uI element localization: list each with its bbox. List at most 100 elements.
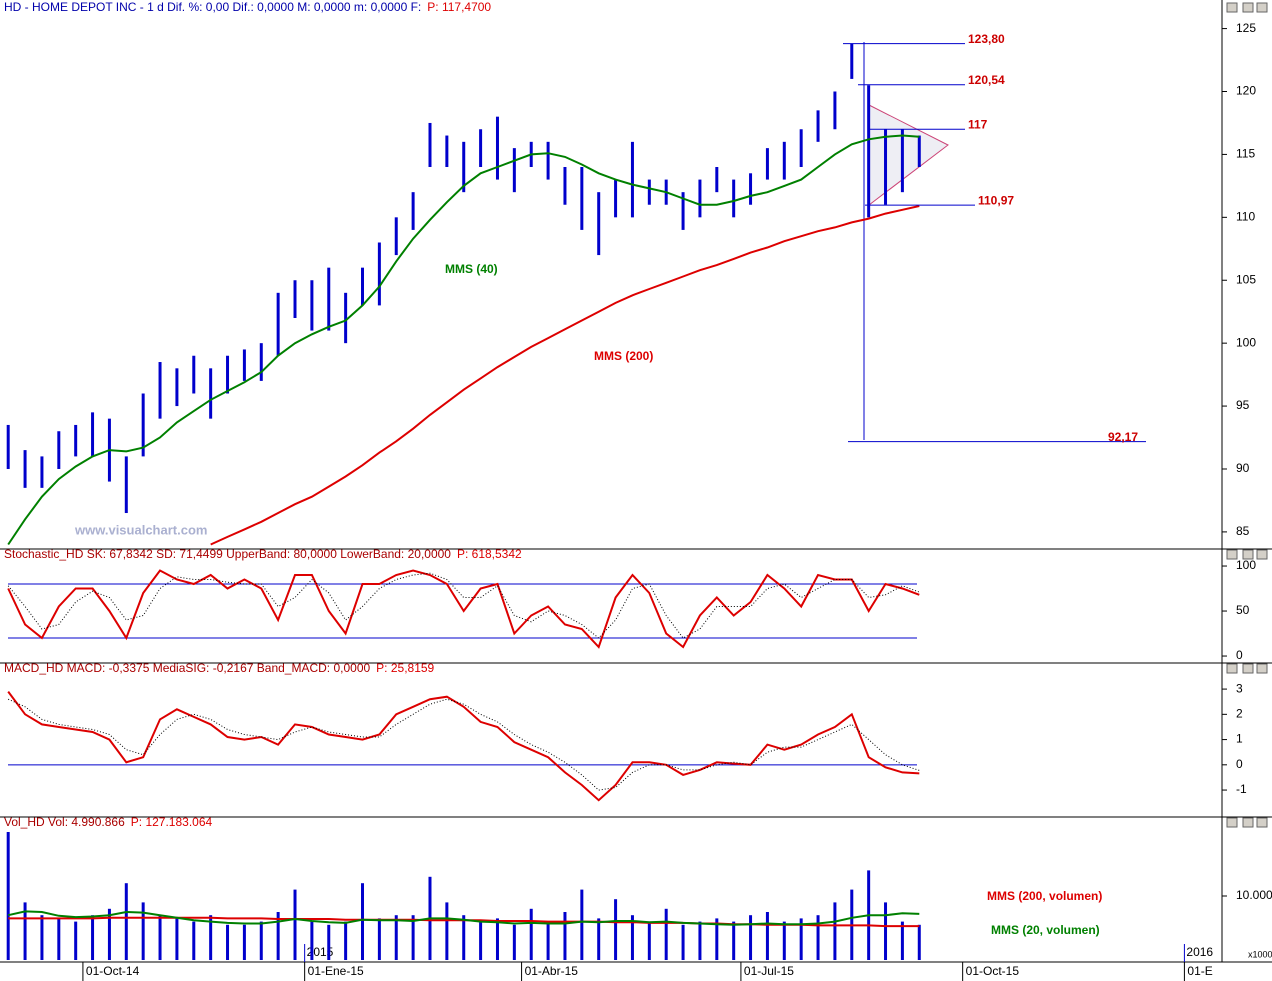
y-tick-label: 1	[1236, 732, 1243, 746]
series-line	[7, 910, 920, 926]
volume-bar	[91, 915, 95, 960]
volume-bar	[462, 915, 466, 960]
volume-bar	[209, 915, 213, 960]
panel-button[interactable]	[1242, 663, 1254, 674]
panel-button[interactable]	[1226, 549, 1238, 560]
panel-button[interactable]	[1242, 2, 1254, 13]
panel-button[interactable]	[1256, 2, 1268, 13]
x-tick-label: 01-E	[1187, 964, 1212, 978]
panel-button[interactable]	[1242, 549, 1254, 560]
y-tick-label: 2	[1236, 707, 1243, 721]
y-tick-label: 115	[1236, 147, 1255, 161]
y-tick-label: 105	[1236, 272, 1256, 286]
volume-bar	[327, 924, 331, 960]
volume-bar	[732, 921, 736, 960]
panel-button[interactable]	[1226, 663, 1238, 674]
y-tick-label: 85	[1236, 524, 1250, 538]
volume-bar	[563, 912, 567, 960]
panel-button[interactable]	[1226, 2, 1238, 13]
y-tick-label: 100	[1236, 335, 1256, 349]
volume-bar	[40, 915, 44, 960]
volume-bar	[546, 921, 550, 960]
unit-label: x1000	[1248, 949, 1272, 959]
volume-bar	[192, 921, 196, 960]
series-label: MMS (40)	[445, 262, 498, 276]
y-tick-label: 0	[1236, 648, 1243, 662]
level-label: 92,17	[1108, 430, 1138, 444]
panel-price: P: 127.183.064	[131, 815, 213, 829]
y-tick-label: 90	[1236, 461, 1250, 475]
volume-bar	[681, 924, 685, 960]
volume-bar	[310, 921, 314, 960]
panel-button[interactable]	[1256, 817, 1268, 828]
volume-bar	[242, 924, 246, 960]
volume-bar	[884, 902, 888, 960]
volume-bar	[495, 918, 499, 960]
volume-bar	[293, 889, 297, 960]
series-line	[210, 205, 920, 546]
panel-price: P: 618,5342	[457, 547, 522, 561]
panel-button[interactable]	[1256, 549, 1268, 560]
panel-header: Vol_HD Vol: 4.990.866	[4, 815, 125, 829]
y-tick-label: -1	[1236, 782, 1247, 796]
panel-header: HD - HOME DEPOT INC - 1 d Dif. %: 0,00 D…	[4, 0, 421, 14]
watermark: www.visualchart.com	[74, 522, 207, 537]
year-label: 2016	[1186, 945, 1213, 959]
panel-button[interactable]	[1226, 817, 1238, 828]
volume-bar	[614, 899, 618, 960]
volume-bar	[259, 921, 263, 960]
series-label: MMS (200)	[594, 349, 653, 363]
volume-bar	[597, 918, 601, 960]
volume-bar	[141, 902, 145, 960]
volume-bar	[715, 918, 719, 960]
volume-bar	[749, 915, 753, 960]
y-tick-label: 10.000	[1236, 888, 1272, 902]
volume-bar	[529, 908, 533, 960]
volume-bar	[630, 915, 634, 960]
volume-bar	[276, 912, 280, 960]
volume-bar	[445, 902, 449, 960]
volume-bar	[124, 883, 128, 960]
series-label: MMS (20, volumen)	[991, 923, 1100, 937]
volume-bar	[782, 921, 786, 960]
volume-bar	[799, 918, 803, 960]
x-tick-label: 01-Abr-15	[525, 964, 579, 978]
volume-bar	[158, 915, 162, 960]
y-tick-label: 3	[1236, 681, 1243, 695]
series-line	[7, 569, 920, 649]
volume-bar	[479, 921, 483, 960]
volume-bar	[664, 908, 668, 960]
volume-bar	[226, 924, 230, 960]
level-label: 110,97	[978, 193, 1014, 207]
series-line	[7, 691, 920, 802]
series-line	[7, 134, 920, 546]
panel-button[interactable]	[1242, 817, 1254, 828]
y-tick-label: 125	[1236, 21, 1256, 35]
level-label: 123,80	[968, 32, 1005, 46]
volume-bar	[74, 921, 78, 960]
panel-button[interactable]	[1256, 663, 1268, 674]
y-tick-label: 95	[1236, 398, 1250, 412]
panel-header: Stochastic_HD SK: 67,8342 SD: 71,4499 Up…	[4, 547, 451, 561]
volume-bar	[361, 883, 365, 960]
panel-price: P: 117,4700	[427, 0, 491, 14]
level-label: 120,54	[968, 73, 1005, 87]
volume-bar	[647, 921, 651, 960]
volume-bar	[411, 915, 415, 960]
volume-bar	[816, 915, 820, 960]
volume-bar	[917, 924, 921, 960]
volume-bar	[107, 908, 111, 960]
panel-header: MACD_HD MACD: -0,3375 MediaSIG: -0,2167 …	[4, 661, 370, 675]
volume-bar	[833, 902, 837, 960]
volume-bar	[512, 924, 516, 960]
y-tick-label: 100	[1236, 558, 1256, 572]
y-tick-label: 120	[1236, 84, 1256, 98]
volume-bar	[900, 921, 904, 960]
panel-price: P: 25,8159	[376, 661, 434, 675]
x-tick-label: 01-Ene-15	[308, 964, 364, 978]
x-tick-label: 01-Oct-15	[966, 964, 1020, 978]
volume-bar	[765, 912, 769, 960]
volume-bar	[6, 832, 10, 960]
